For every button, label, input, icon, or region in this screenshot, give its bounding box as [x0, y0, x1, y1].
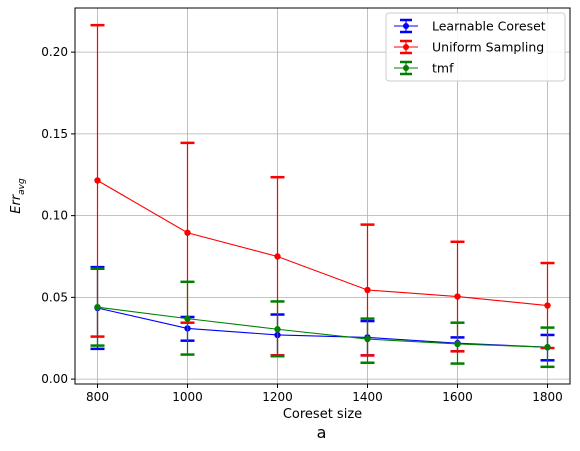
legend-marker — [403, 23, 409, 29]
data-point — [94, 177, 100, 183]
y-axis-label-main: Err — [9, 193, 24, 214]
legend-label: tmf — [432, 61, 454, 76]
x-tick-label: 1800 — [532, 390, 563, 404]
y-tick-label: 0.20 — [41, 45, 68, 59]
y-tick-label: 0.00 — [41, 372, 68, 386]
y-tick-label: 0.10 — [41, 209, 68, 223]
data-point — [274, 326, 280, 332]
legend-label: Learnable Coreset — [432, 19, 546, 34]
data-point — [274, 253, 280, 259]
x-tick-label: 800 — [86, 390, 109, 404]
data-point — [184, 315, 190, 321]
data-point — [94, 304, 100, 310]
data-point — [364, 336, 370, 342]
data-point — [544, 302, 550, 308]
x-tick-label: 1600 — [442, 390, 473, 404]
legend: Learnable Coreset Uniform Sampling tmf — [386, 13, 565, 81]
data-point — [184, 230, 190, 236]
data-point — [454, 341, 460, 347]
legend-marker — [403, 65, 409, 71]
data-point — [544, 344, 550, 350]
data-point — [454, 293, 460, 299]
data-point — [364, 287, 370, 293]
figure-caption: a — [317, 423, 327, 442]
x-axis-label: Coreset size — [283, 407, 362, 422]
y-tick-label: 0.15 — [41, 127, 68, 141]
x-tick-label: 1200 — [262, 390, 293, 404]
x-tick-label: 1000 — [172, 390, 203, 404]
legend-label: Uniform Sampling — [432, 40, 544, 55]
legend-marker — [403, 44, 409, 50]
x-tick-label: 1400 — [352, 390, 383, 404]
y-axis-label-sub: avg — [17, 178, 27, 195]
y-tick-label: 0.05 — [41, 290, 68, 304]
